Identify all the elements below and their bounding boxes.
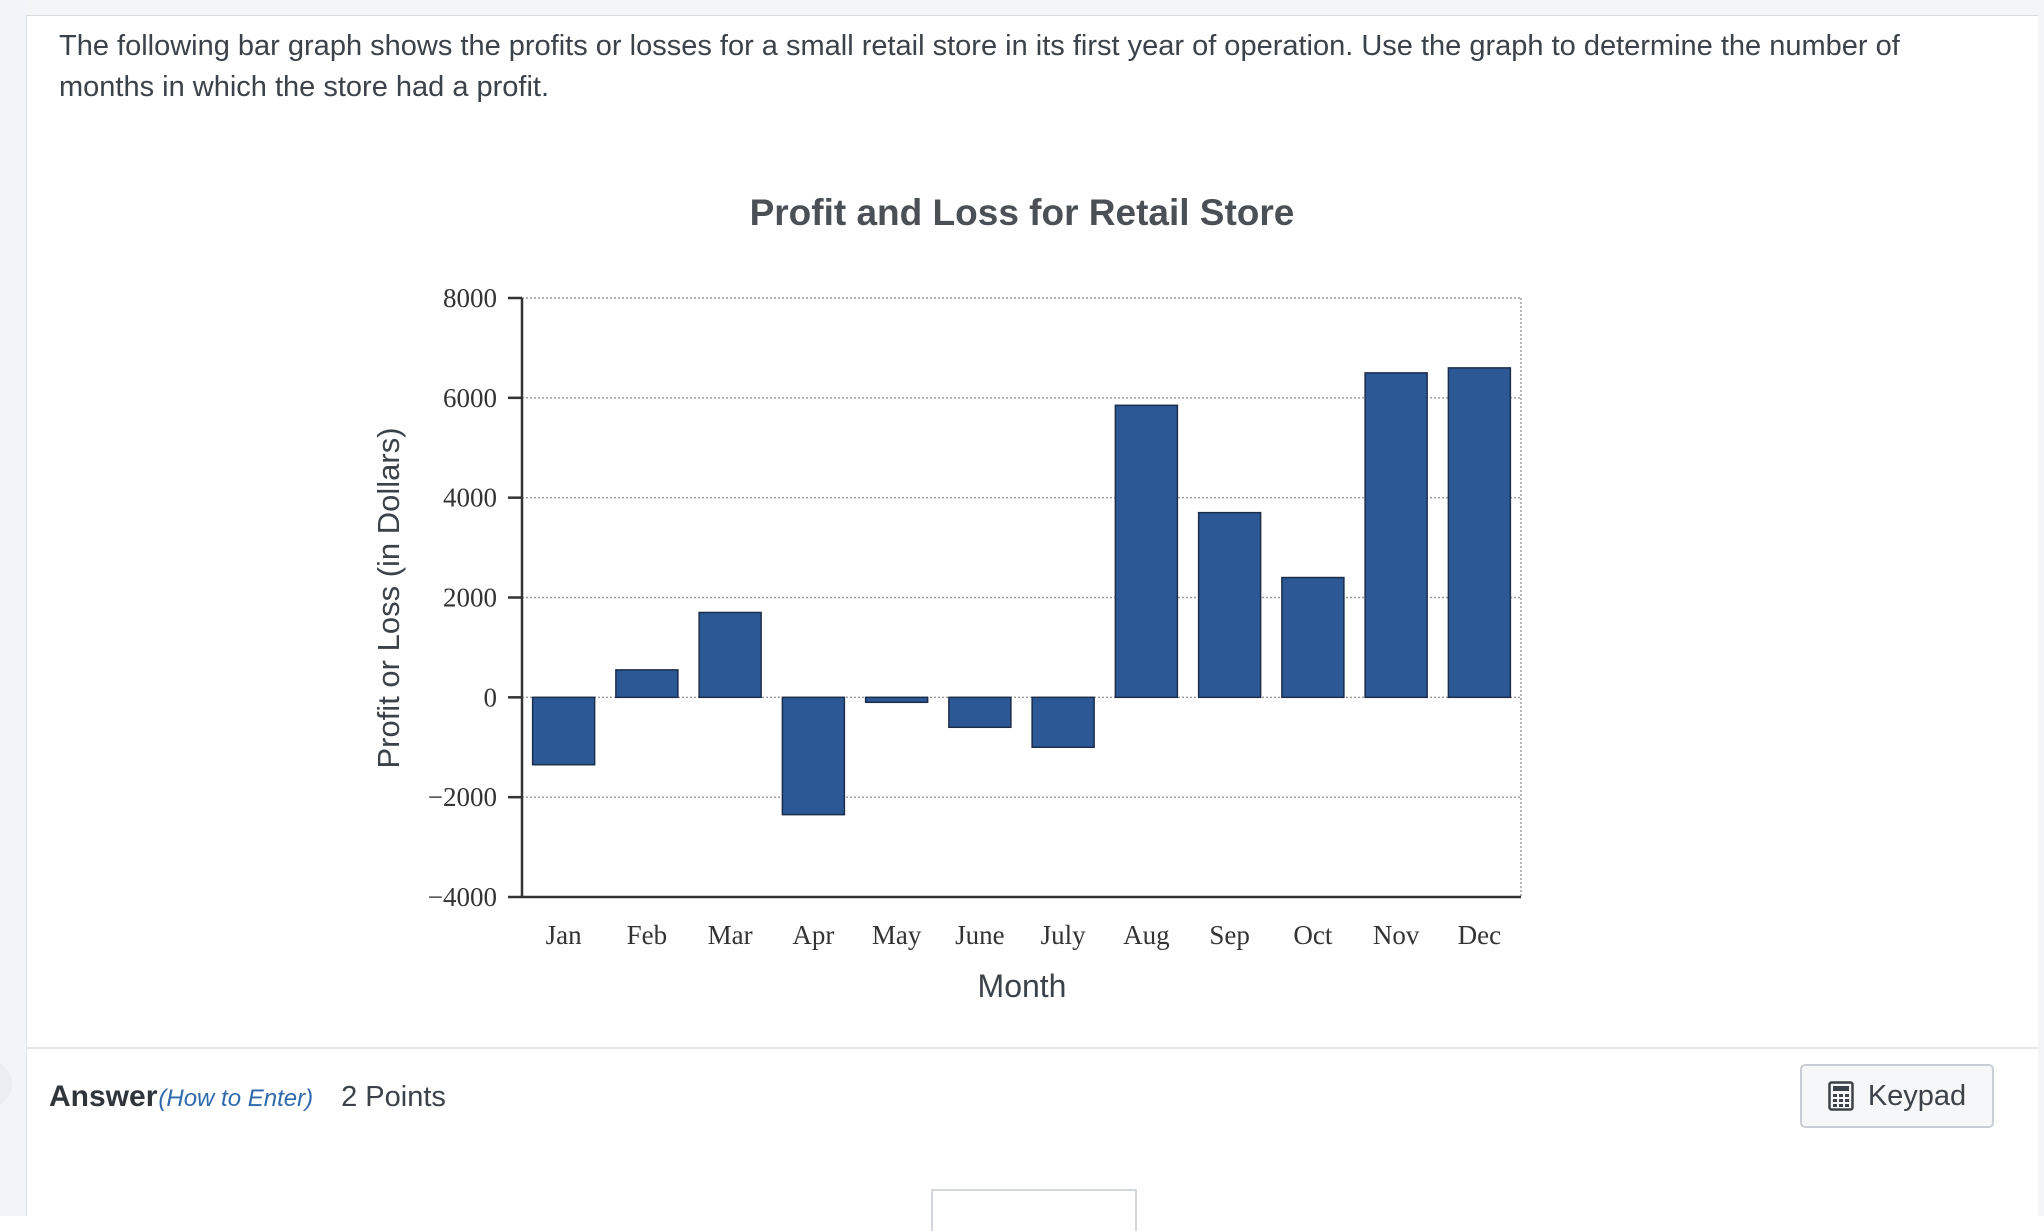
answer-input[interactable] [931,1189,1137,1231]
section-divider [26,1047,2038,1049]
y-tick-label: 0 [484,682,498,712]
bar-chart: Profit and Loss for Retail Store −4000 −2… [371,192,1522,1004]
chart-title: Profit and Loss for Retail Store [750,192,1295,233]
answer-label: Answer [49,1080,158,1113]
calculator-icon [1828,1081,1854,1111]
keypad-button[interactable]: Keypad [1800,1064,1994,1128]
bar-jan [531,696,596,766]
x-tick-label: Nov [1373,920,1420,950]
x-tick-label: Feb [627,920,668,950]
x-tick-label: Sep [1209,920,1250,950]
right-gutter [2038,0,2044,1216]
x-tick-label: Oct [1293,920,1332,950]
grid-lines [522,297,1522,897]
points-label: 2 Points [341,1081,446,1113]
x-tick-label: June [955,920,1005,950]
question-text: The following bar graph shows the profit… [59,30,1900,103]
bar-aug [1114,404,1179,699]
x-tick-label: May [872,920,922,950]
y-tick-label: 4000 [443,483,497,513]
x-tick-labels: Jan Feb Mar Apr May June July Aug Sep Oct Nov Dec [546,920,1501,950]
x-tick-label: July [1041,920,1087,950]
bar-feb [615,669,679,699]
y-tick-label: 8000 [443,283,497,313]
bar-nov [1364,372,1428,699]
y-axis-label: Profit or Loss (in Dollars) [371,427,406,768]
y-tick-labels: −4000 −2000 0 2000 4000 6000 8000 [428,283,497,912]
bar-june [948,696,1012,729]
y-tick-label: 2000 [443,583,497,613]
answer-row: Answer (How to Enter) 2 Points [49,1080,446,1120]
bar-may [864,696,929,704]
x-tick-label: Dec [1458,920,1501,950]
x-tick-label: Aug [1123,920,1170,950]
bar-oct [1281,576,1345,699]
y-tick-label: 6000 [443,383,497,413]
bar-dec [1447,367,1512,699]
x-tick-label: Mar [708,920,753,950]
bar-mar [698,611,762,699]
bar-apr [781,696,846,816]
x-tick-label: Jan [546,920,582,950]
keypad-label: Keypad [1867,1079,1967,1112]
top-edge [26,0,2044,16]
y-tick-label: −4000 [428,882,497,912]
left-gutter [0,0,27,1216]
bars [531,367,1512,816]
axes [508,296,1521,899]
bar-sep [1197,511,1262,699]
y-tick-label: −2000 [428,782,497,812]
x-tick-label: Apr [792,920,834,950]
x-axis-label: Month [978,968,1067,1004]
how-to-enter-link[interactable]: (How to Enter) [158,1085,314,1112]
bar-july [1031,696,1095,748]
